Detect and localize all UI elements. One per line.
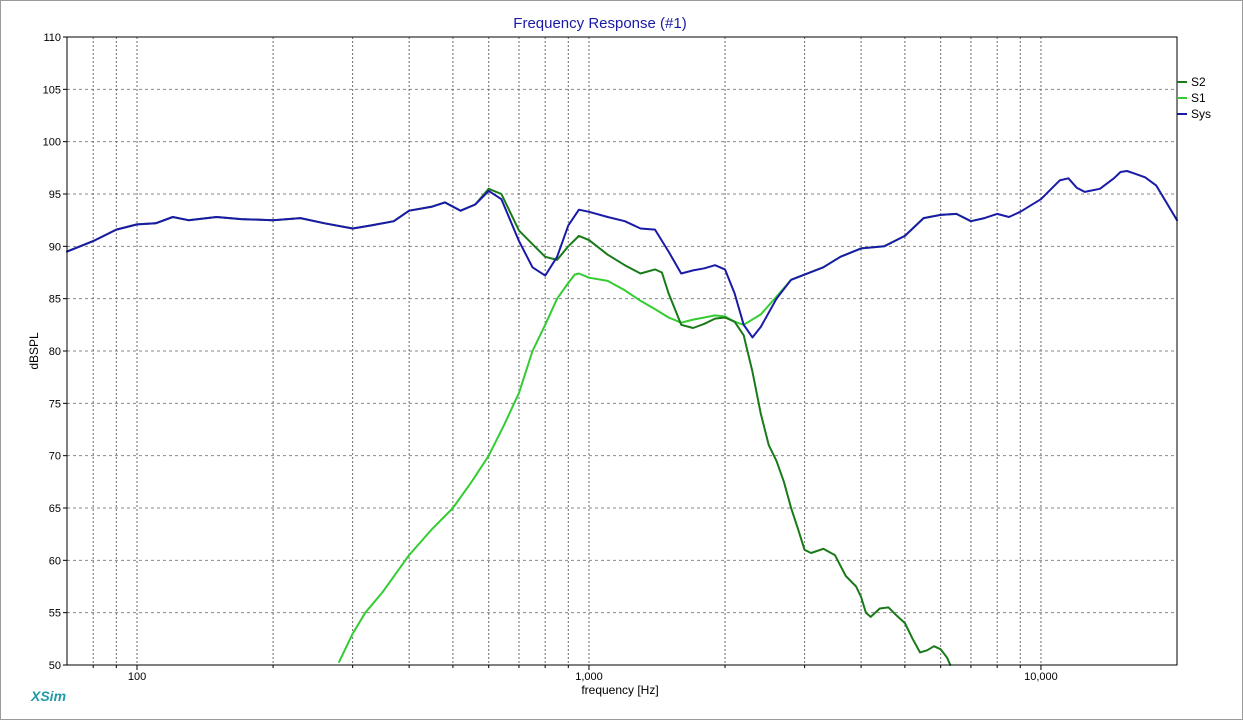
y-tick-label: 75 [49, 398, 61, 410]
grid [67, 37, 1177, 665]
y-tick-label: 50 [49, 660, 61, 672]
x-tick-label: 1,000 [575, 671, 603, 683]
y-tick-label: 110 [43, 32, 61, 44]
legend: S2 S1 Sys [1177, 75, 1211, 121]
y-axis-label: dBSPL [27, 332, 41, 370]
series-line-sys [66, 170, 1178, 339]
y-tick-label: 85 [49, 294, 61, 306]
y-tick-label: 60 [49, 555, 61, 567]
chart-title: Frequency Response (#1) [513, 15, 686, 32]
y-tick-label: 70 [49, 451, 61, 463]
y-tick-label: 100 [43, 137, 61, 149]
legend-label-sys: Sys [1191, 107, 1211, 121]
y-tick-label: 55 [49, 608, 61, 620]
legend-label-s1: S1 [1191, 91, 1206, 105]
x-axis-ticks: 100 1,000 10,000 [92, 665, 1058, 683]
legend-label-s2: S2 [1191, 75, 1206, 89]
y-tick-label: 65 [49, 503, 61, 515]
x-tick-label: 10,000 [1024, 671, 1058, 683]
xsim-logo: XSim [30, 688, 66, 704]
y-tick-label: 105 [43, 84, 61, 96]
x-axis-label: frequency [Hz] [581, 683, 658, 697]
y-tick-label: 95 [49, 189, 61, 201]
series-group [66, 170, 1178, 666]
y-tick-label: 80 [49, 346, 61, 358]
x-tick-label: 100 [128, 671, 146, 683]
y-tick-label: 90 [49, 241, 61, 253]
y-axis-ticks: 110 105 100 95 90 85 80 75 70 65 60 55 50 [43, 32, 67, 672]
